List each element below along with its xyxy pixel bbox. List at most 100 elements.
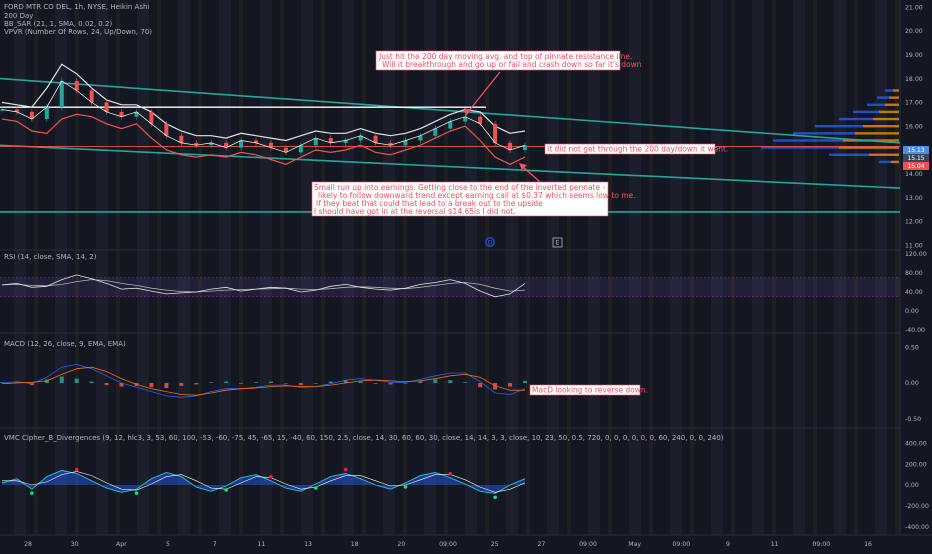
volume-profile-bar-up <box>793 132 855 135</box>
session-stripe <box>444 0 448 535</box>
volume-profile-bar-down <box>885 103 899 106</box>
annotation-text: If they beat that could that lead to a b… <box>316 199 543 208</box>
session-stripe <box>157 0 161 535</box>
time-axis-tick: 27 <box>537 541 545 548</box>
vmc-axis-tick: -200.00 <box>905 503 929 510</box>
rsi-axis-tick: 40.00 <box>905 289 923 296</box>
candle-body <box>388 142 393 146</box>
vmc-axis-tick: -400.00 <box>905 524 929 531</box>
macd-histogram-bar <box>478 383 483 388</box>
price-badge <box>903 162 929 170</box>
time-axis-tick: 20 <box>397 541 405 548</box>
annotation-did-not-get-through[interactable]: It did not get through the 200 day/down … <box>544 143 728 155</box>
macd-histogram-bar <box>313 383 318 384</box>
vmc-axis-tick: 200.00 <box>905 461 927 468</box>
symbol-title[interactable]: FORD MTR CO DEL, 1h, NYSE, Heikin Ashi <box>4 3 149 11</box>
session-stripe <box>424 0 436 535</box>
macd-histogram-bar <box>179 383 184 386</box>
vmc-label[interactable]: VMC Cipher_B_Divergences (9, 12, hlc3, 3… <box>4 434 724 442</box>
volume-profile-bar-up <box>879 160 891 164</box>
macd-histogram-bar <box>523 380 527 383</box>
candle-body <box>523 145 527 150</box>
session-stripe <box>526 0 530 535</box>
price-series <box>0 63 527 165</box>
vmc-buy-dot <box>493 495 497 500</box>
vmc-sell-dot <box>343 467 348 472</box>
annotation-text: Will it breakthrough and go up or fail a… <box>382 60 642 69</box>
session-stripe <box>14 0 26 535</box>
volume-profile-bar-down <box>869 153 899 156</box>
candle-body <box>179 135 184 143</box>
macd-histogram-bar <box>209 382 214 383</box>
candle-body <box>254 140 259 143</box>
session-stripe <box>629 0 641 535</box>
volume-profile-bar-down <box>873 117 899 121</box>
vmc-buy-dot <box>134 491 139 495</box>
time-axis-tick: 16 <box>864 541 872 548</box>
time-axis-tick: 5 <box>166 541 170 548</box>
candle-body <box>343 140 348 143</box>
ma-200-day-line <box>0 77 901 144</box>
candle-body <box>89 90 94 103</box>
vmc-sell-dot <box>74 467 79 472</box>
session-stripe <box>567 0 571 535</box>
vmc-axis-tick: 400.00 <box>905 440 927 447</box>
macd-histogram-bar <box>119 383 124 387</box>
earnings-marker[interactable]: E <box>552 237 563 248</box>
macd-histogram-bar <box>433 379 438 383</box>
rsi-sma-line <box>1 279 526 293</box>
price-axis-tick: 14.00 <box>905 171 923 178</box>
indicator-vpvr[interactable]: VPVR (Number Of Rows, 24, Up/Down, 70) <box>4 28 152 36</box>
annotation-macd[interactable]: MacD looking to reverse down. <box>529 384 648 396</box>
rsi-axis-tick: 120.00 <box>905 251 927 258</box>
rsi-axis-tick: -40.00 <box>905 327 925 334</box>
trend-line <box>0 144 901 189</box>
macd-label[interactable]: MACD (12, 26, close, 9, EMA, EMA) <box>4 340 126 348</box>
rsi-line <box>1 274 526 298</box>
vmc-wave-2 <box>2 471 526 493</box>
indicator-bb-sar[interactable]: BB_SAR (21, 1, SMA, 0.02, 0.2) <box>4 20 112 28</box>
candle-body <box>59 80 64 108</box>
candle-body <box>508 142 513 150</box>
indicator-200-day[interactable]: 200 Day <box>4 12 33 20</box>
session-stripe <box>875 0 887 535</box>
vmc-buy-dot <box>224 488 228 492</box>
volume-profile-bar-down <box>839 146 899 149</box>
macd-histogram-bar <box>403 383 408 384</box>
volume-profile-bar-up <box>839 117 873 121</box>
session-stripe <box>34 0 38 535</box>
annotation-text: likely to follow downward trend except e… <box>318 191 636 200</box>
rsi-label[interactable]: RSI (14, close, SMA, 14, 2) <box>4 253 97 261</box>
annotation-earnings[interactable]: Small run up into earnings. Getting clos… <box>311 163 636 217</box>
macd-histogram-bar <box>104 383 109 386</box>
time-axis-tick: 30 <box>71 541 79 548</box>
rsi-axis-tick: 0.00 <box>905 308 919 315</box>
vmc-buy-dot <box>403 485 408 489</box>
candle-body <box>239 140 244 148</box>
vmc-sell-dot <box>448 471 453 476</box>
time-axis-tick: 7 <box>213 541 217 548</box>
session-stripe <box>752 0 764 535</box>
price-axis-tick: 16.00 <box>905 123 923 130</box>
bb-lower-band <box>1 113 526 165</box>
dividend-marker-label: D <box>488 239 493 246</box>
session-stripe <box>280 0 284 535</box>
annotation-200day[interactable]: Just hit the 200 day moving avg. and top… <box>375 50 642 116</box>
session-stripe <box>547 0 559 535</box>
session-stripe <box>854 0 858 535</box>
volume-profile-bar-down <box>863 124 899 128</box>
macd-axis-tick: 0.50 <box>905 344 919 351</box>
candle-body <box>433 128 438 136</box>
session-stripe <box>383 0 395 535</box>
candle-body <box>119 111 124 117</box>
session-stripe <box>895 0 899 535</box>
rsi-band-fill <box>0 277 900 297</box>
candle-body <box>44 107 49 120</box>
macd-axis-tick: 0.00 <box>905 380 919 387</box>
macd-histogram-bar <box>14 381 19 383</box>
dividend-marker[interactable]: D <box>485 237 495 247</box>
macd-signal-line <box>1 366 525 396</box>
candle-body <box>209 142 214 146</box>
volume-profile-bar-up <box>773 139 843 142</box>
